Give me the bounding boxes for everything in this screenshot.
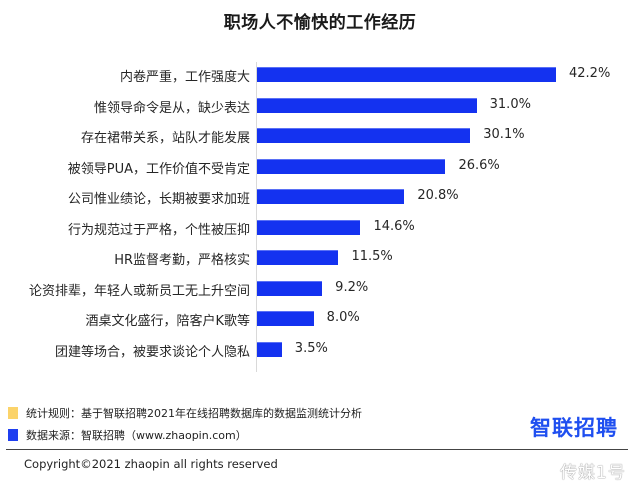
- yellow-square-icon: [8, 407, 18, 419]
- bar-row: 内卷严重，工作强度大 42.2%: [0, 64, 640, 86]
- note-rule: 统计规则：基于智联招聘2021年在线招聘数据库的数据监测统计分析: [8, 405, 362, 421]
- y-axis-line: [256, 62, 257, 372]
- value-label: 11.5%: [351, 249, 393, 264]
- value-label: 9.2%: [335, 279, 369, 295]
- blue-square-icon: [8, 429, 18, 441]
- value-label: 31.0%: [489, 96, 531, 112]
- bar-row: 团建等场合，被要求谈论个人隐私 3.5%: [0, 339, 640, 361]
- bar-row: 酒桌文化盛行，陪客户K歌等 8.0%: [0, 308, 640, 330]
- note-source: 数据来源：智联招聘（www.zhaopin.com）: [8, 427, 247, 443]
- bar: [257, 341, 282, 357]
- footer-divider: [6, 449, 514, 450]
- category-label: 惟领导命令是从，缺少表达: [93, 100, 250, 116]
- value-label: 42.2%: [569, 66, 611, 81]
- bar-row: 被领导PUA，工作价值不受肯定 26.6%: [0, 156, 640, 178]
- category-label: 行为规范过于严格，个性被压抑: [67, 222, 250, 238]
- chart-title: 职场人不愉快的工作经历: [223, 13, 417, 33]
- value-label: 20.8%: [417, 188, 459, 203]
- logo-text: 联招聘: [552, 416, 618, 440]
- category-label: 内卷严重，工作强度大: [119, 70, 250, 85]
- bar: [257, 189, 405, 204]
- rule-text: 统计规则：基于智联招聘2021年在线招聘数据库的数据监测统计分析: [26, 407, 362, 420]
- bar: [257, 128, 471, 143]
- bar: [257, 250, 339, 265]
- bar: [257, 158, 446, 174]
- category-label: 公司惟业绩论，长期被要求加班: [67, 192, 250, 207]
- bar-row: 论资排辈，年轻人或新员工无上升空间 9.2%: [0, 278, 640, 300]
- bar-row: 公司惟业绩论，长期被要求加班 20.8%: [0, 186, 640, 208]
- copyright-text: Copyright©2021 zhaopin all rights reserv…: [24, 457, 278, 471]
- source-text: 数据来源：智联招聘（www.zhaopin.com）: [26, 429, 247, 442]
- bar-row: 存在裙带关系，站队才能发展 30.1%: [0, 125, 640, 147]
- value-label: 26.6%: [458, 157, 500, 173]
- category-label: 存在裙带关系，站队才能发展: [80, 131, 250, 146]
- category-label: 酒桌文化盛行，陪客户K歌等: [85, 314, 250, 329]
- bar: [257, 97, 477, 113]
- bar: [257, 219, 361, 235]
- value-label: 14.6%: [373, 218, 415, 234]
- value-label: 8.0%: [326, 310, 360, 325]
- value-label: 3.5%: [294, 340, 328, 356]
- value-label: 30.1%: [483, 127, 525, 142]
- logo-char: 智: [530, 416, 552, 440]
- category-label: 被领导PUA，工作价值不受肯定: [67, 161, 250, 177]
- bar: [257, 280, 323, 296]
- bar-row: 惟领导命令是从，缺少表达 31.0%: [0, 95, 640, 117]
- bar: [257, 67, 556, 82]
- bar-row: 行为规范过于严格，个性被压抑 14.6%: [0, 217, 640, 239]
- bar: [257, 311, 314, 326]
- category-label: HR监督考勤，严格核实: [114, 253, 250, 268]
- zhaopin-logo: 智联招聘: [530, 412, 618, 442]
- category-label: 论资排辈，年轻人或新员工无上升空间: [28, 283, 250, 299]
- footer-divider-right: [514, 449, 628, 450]
- category-label: 团建等场合，被要求谈论个人隐私: [54, 344, 250, 360]
- watermark: 传媒1号: [560, 463, 626, 483]
- bar-row: HR监督考勤，严格核实 11.5%: [0, 247, 640, 269]
